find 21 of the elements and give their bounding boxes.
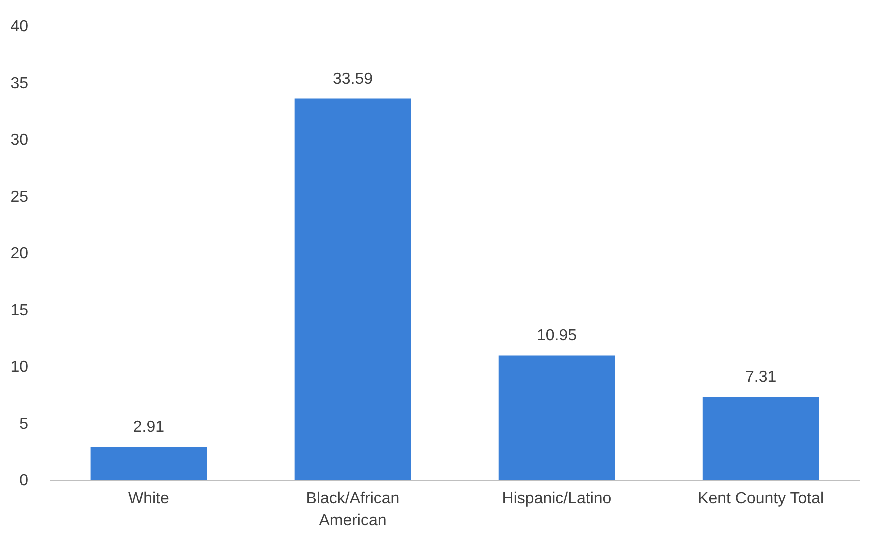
y-tick-label: 35 [10,75,29,92]
x-tick-label: Black/African American [306,490,400,530]
y-tick-label: 30 [10,132,29,149]
y-tick-label: 15 [10,302,29,320]
data-label: 10.95 [536,328,578,345]
x-tick-label: Hispanic/Latino [502,490,612,508]
bar [90,446,208,480]
x-tick-label: White [128,490,170,508]
y-tick-label: 40 [10,18,29,36]
bar [294,98,412,480]
data-label: 2.91 [133,418,165,436]
data-label: 33.59 [332,70,374,88]
data-label: 7.31 [745,369,777,386]
y-tick-label: 10 [10,359,29,376]
y-tick-label: 5 [20,416,29,433]
y-tick-label: 25 [10,188,29,206]
x-tick-label: Kent County Total [698,490,824,508]
y-tick-label: 20 [10,246,29,262]
bar [498,356,616,480]
bar [702,397,820,480]
y-tick-label: 0 [20,472,29,490]
